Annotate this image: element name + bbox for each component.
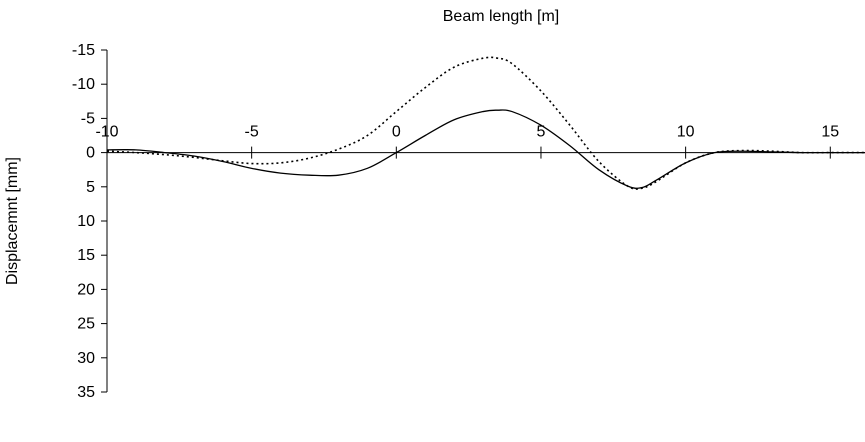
x-axis-title: Beam length [m]	[443, 8, 560, 25]
series-line-solid	[106, 109, 865, 189]
y-tick-label: 25	[77, 316, 95, 333]
series-line-dotted	[106, 56, 865, 190]
y-tick-label: -10	[72, 76, 95, 93]
y-tick-label: -5	[81, 110, 95, 127]
x-tick-label: 5	[537, 124, 546, 141]
x-axis-ticks: -10 -5 0 5 10 15	[95, 124, 839, 159]
x-tick-label: 0	[392, 124, 401, 141]
x-tick-label: -5	[245, 124, 259, 141]
y-tick-label: 30	[77, 350, 95, 367]
x-tick-label: 15	[821, 124, 839, 141]
y-tick-label: 20	[77, 281, 95, 298]
y-tick-label: 0	[86, 145, 95, 162]
x-tick-label: 10	[677, 124, 695, 141]
y-tick-label: 10	[77, 213, 95, 230]
x-tick-label: -10	[95, 124, 118, 141]
y-axis-ticks: -15 -10 -5 0 5 10 15 20 25 30 35	[72, 42, 107, 401]
series-group	[106, 56, 865, 190]
y-tick-label: 5	[86, 179, 95, 196]
y-tick-label: -15	[72, 42, 95, 59]
y-tick-label: 15	[77, 247, 95, 264]
y-tick-label: 35	[77, 384, 95, 401]
y-axis-title: Displacemnt [mm]	[4, 157, 21, 285]
